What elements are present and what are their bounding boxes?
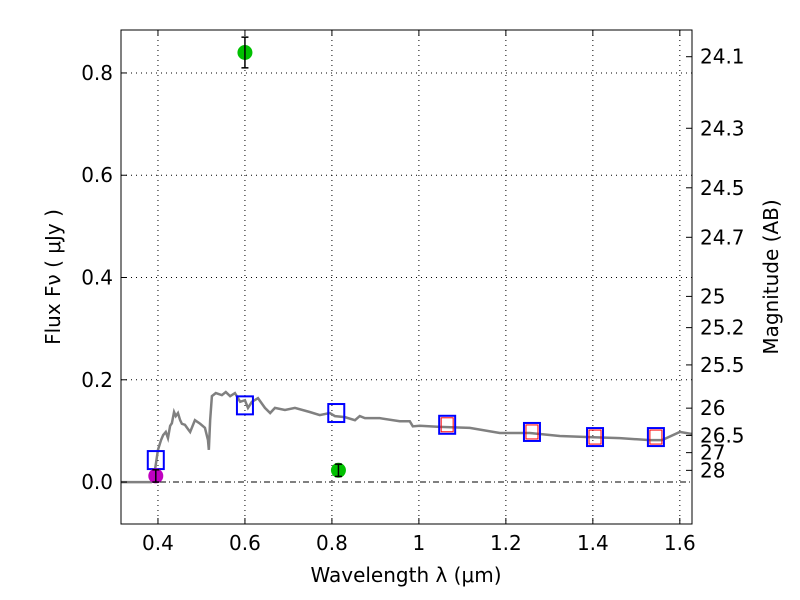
model-photometry-inner-square	[525, 424, 539, 440]
mag-tick-label: 24.7	[700, 225, 745, 249]
y-right-axis-label: Magnitude (AB)	[759, 199, 783, 354]
mag-tick-label: 26	[700, 396, 725, 420]
y-tick-label: 0.2	[81, 368, 113, 392]
model-photometry-square	[438, 414, 457, 435]
spectrum-line	[121, 390, 693, 484]
mag-tick-label: 24.5	[700, 176, 745, 200]
x-tick-label: 0.6	[229, 531, 261, 555]
y-tick-label: 0.8	[81, 61, 113, 85]
model-photometry-inner-square	[588, 429, 602, 445]
mag-tick-label: 28	[700, 458, 725, 482]
grid	[121, 30, 692, 524]
x-tick-label: 1.6	[664, 531, 696, 555]
model-photometry-square	[522, 421, 541, 442]
y-tick-label: 0.0	[81, 470, 113, 494]
y-tick-label: 0.4	[81, 266, 113, 290]
model-photometry-inner-square	[649, 429, 663, 445]
y-tick-label: 0.6	[81, 163, 113, 187]
model-photometry-square	[646, 427, 665, 448]
ticks: 0.4 0.6 0.8 1 1.2 1.4 1.6 0.0 0.2 0.4 0.6 0.8 24.1 24…	[81, 30, 745, 555]
x-tick-label: 0.8	[316, 531, 348, 555]
mag-tick-label: 27	[700, 441, 725, 465]
series	[121, 36, 693, 484]
mag-tick-label: 24.3	[700, 116, 745, 140]
model-photometry-square	[586, 427, 605, 448]
x-axis-label: Wavelength λ (μm)	[310, 563, 501, 587]
mag-tick-label: 24.1	[700, 45, 745, 69]
mag-tick-label: 26.5	[700, 423, 745, 447]
plot-frame	[120, 29, 693, 525]
model-photometry-inner-square	[440, 417, 454, 433]
x-tick-label: 1	[413, 531, 426, 555]
y-axis-label: Flux Fν ( μJy )	[41, 209, 65, 345]
x-tick-label: 1.4	[577, 531, 609, 555]
mag-tick-label: 25	[700, 284, 725, 308]
x-tick-label: 1.2	[490, 531, 522, 555]
mag-tick-label: 25.5	[700, 353, 745, 377]
mag-tick-label: 25.2	[700, 316, 745, 340]
x-tick-label: 0.4	[142, 531, 174, 555]
model-photometry-square	[327, 403, 346, 424]
model-photometry-square	[235, 395, 254, 416]
